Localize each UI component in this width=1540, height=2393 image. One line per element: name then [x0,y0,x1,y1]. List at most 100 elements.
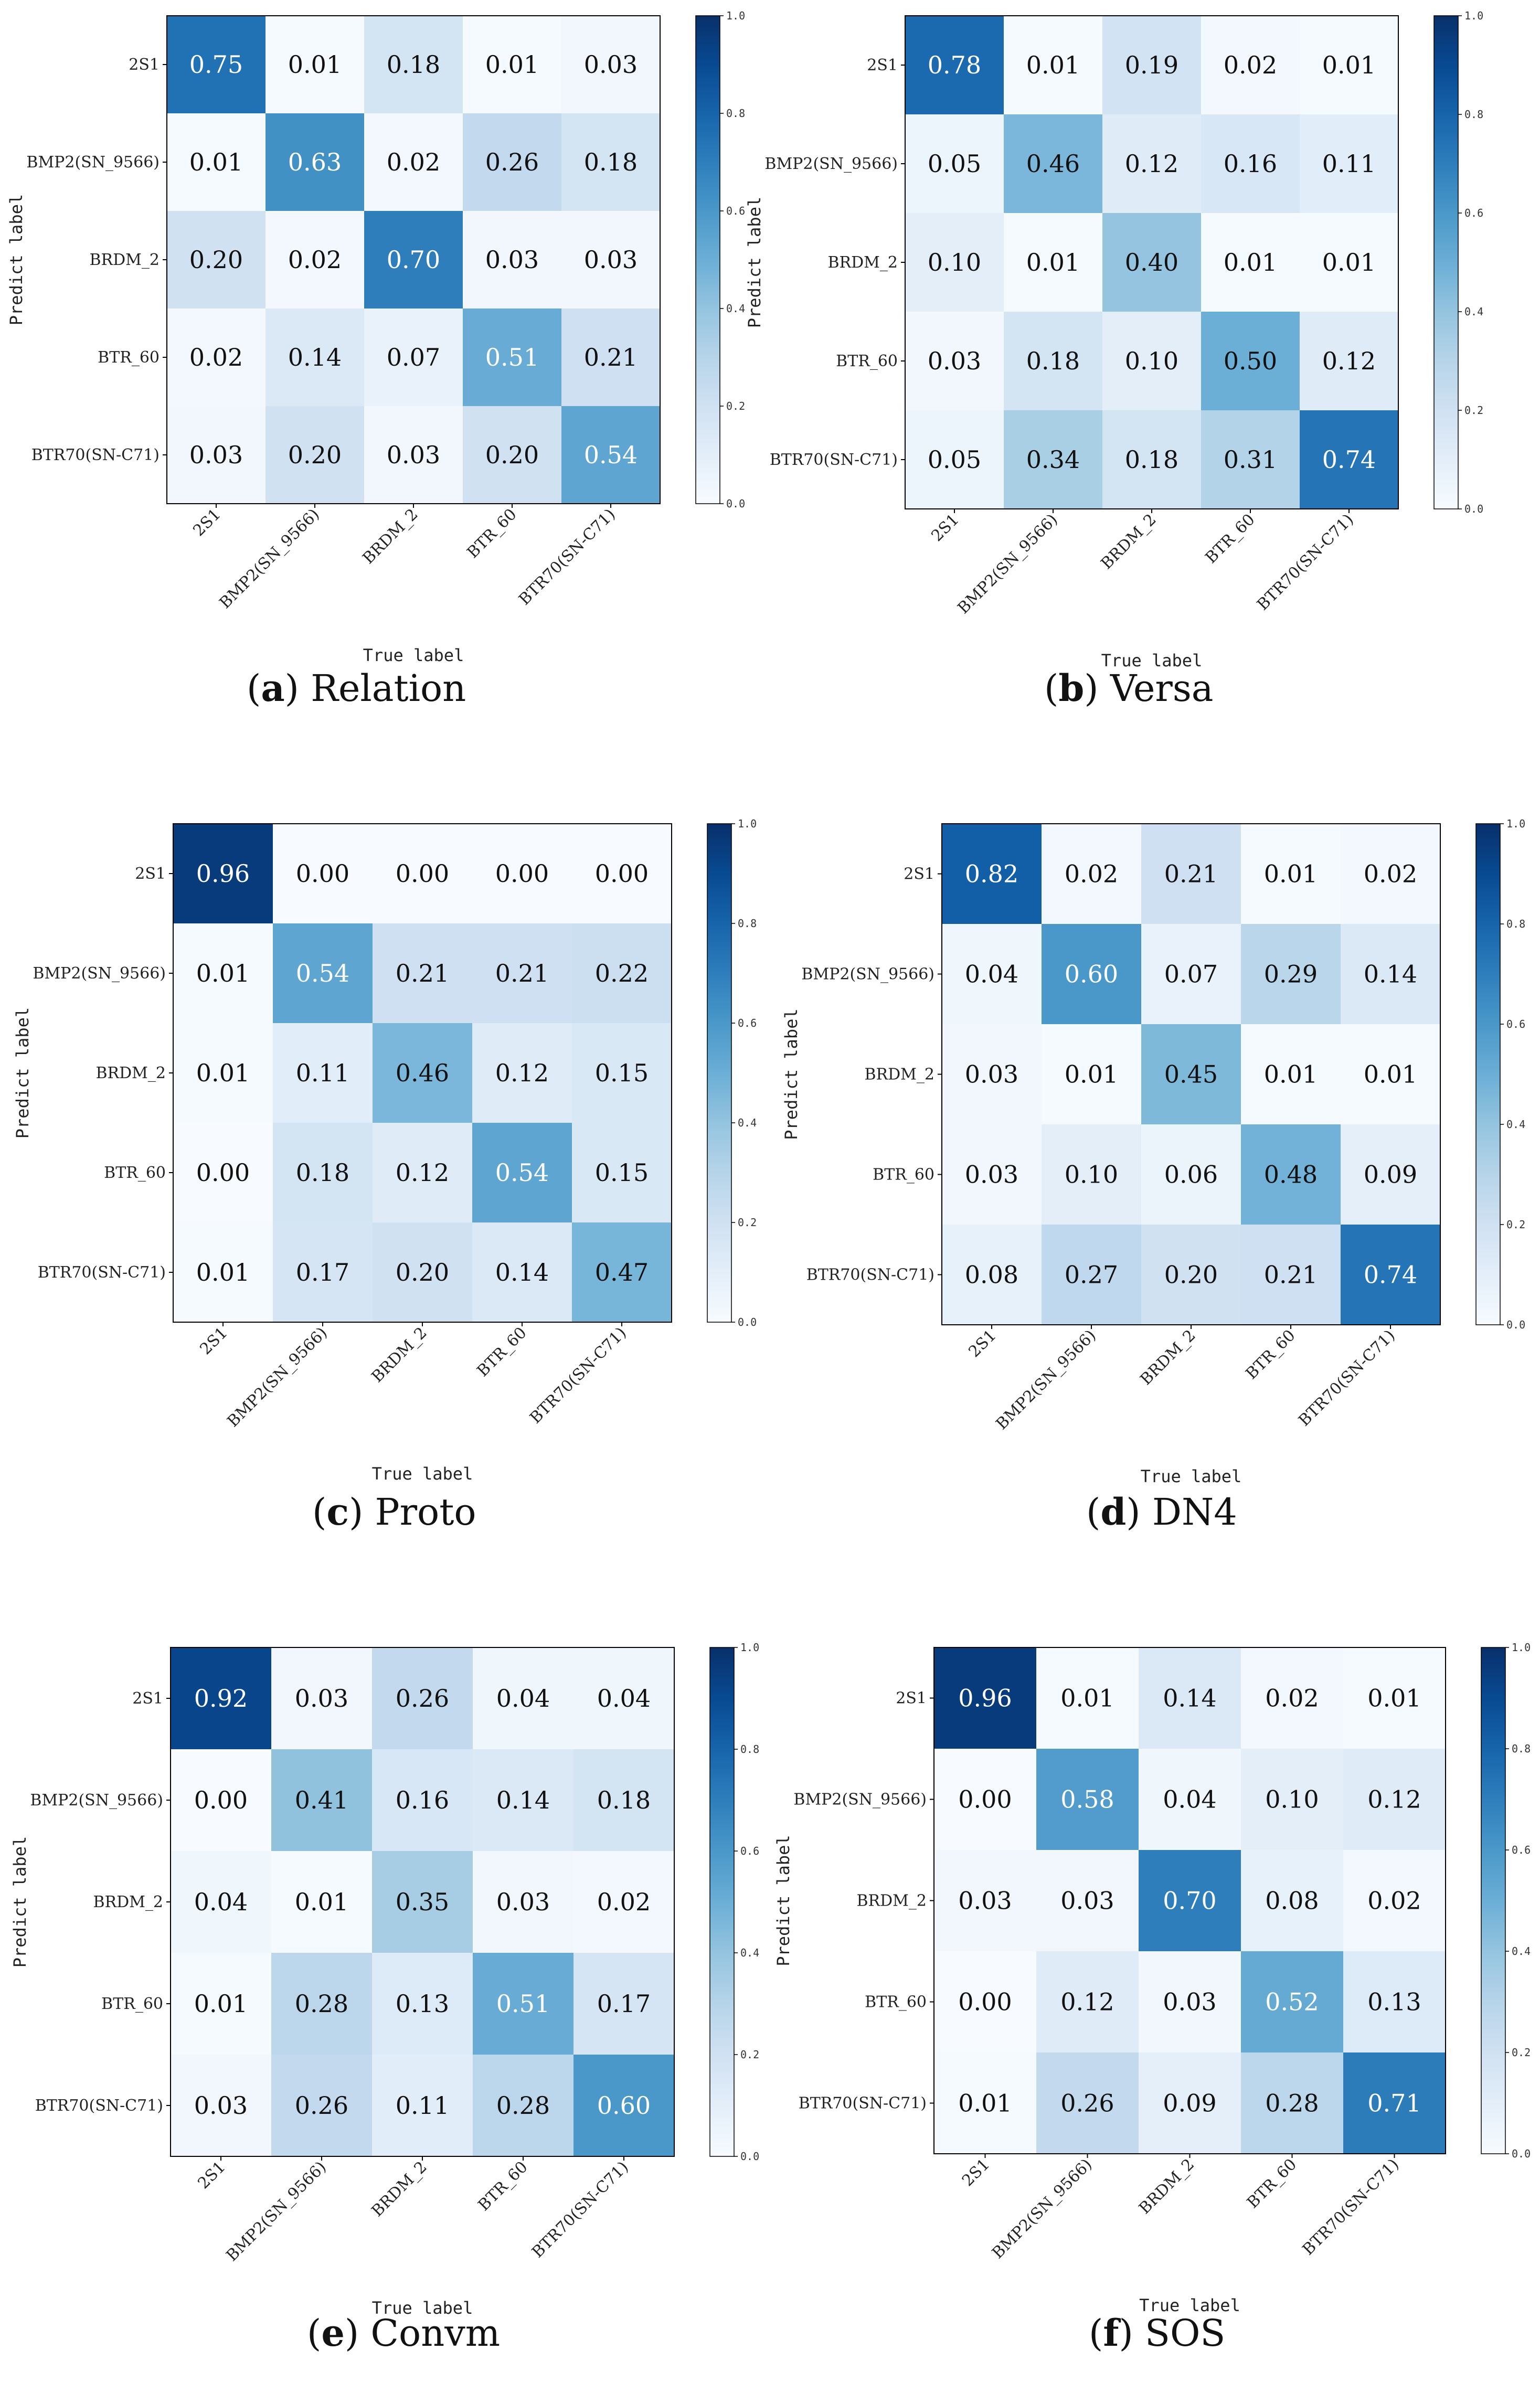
cell-value-r2-c1: 0.11 [296,1059,349,1087]
cell-value-r0-c0: 0.82 [965,860,1018,888]
cell-value-r3-c0: 0.00 [196,1158,250,1187]
y-tick-label: BMP2(SN_9566) [764,155,898,173]
cell-value-r4-c4: 0.71 [1367,2089,1421,2118]
cell-r0-c1 [271,1647,373,1750]
cell-r4-c1 [1042,1225,1142,1325]
x-tick-label: BMP2(SN_9566) [216,505,323,612]
caption-method-label: DN4 [1152,1491,1237,1534]
cell-r2-c3 [1241,1024,1341,1125]
cell-r2-c1 [271,1851,373,1953]
cell-value-r1-c0: 0.00 [958,1785,1012,1814]
cell-value-r0-c0: 0.96 [958,1684,1012,1713]
cell-value-r2-c1: 0.01 [1065,1060,1118,1089]
caption-b: (b) Versa [1044,666,1214,710]
caption-close-paren: ) [348,1491,375,1534]
cell-r0-c3 [472,824,572,924]
cell-r4-c4 [1343,2052,1446,2154]
cell-r3-c1 [1036,1951,1139,2053]
y-tick-label: BRDM_2 [93,1893,164,1911]
cell-value-r0-c2: 0.18 [387,50,440,79]
caption-open-paren: ( [1086,1491,1101,1534]
caption-close-paren: ) [344,2312,371,2355]
cell-value-r2-c2: 0.70 [387,246,440,274]
cell-r2-c1 [1042,1024,1142,1125]
cell-value-r3-c2: 0.13 [396,1990,449,2018]
cell-value-r0-c4: 0.01 [1367,1684,1421,1713]
y-axis-label: Predict label [6,194,26,325]
cell-r1-c4 [1300,114,1399,214]
cell-r1-c0 [173,923,273,1024]
cell-r1-c2 [1102,114,1202,214]
cell-r3-c0 [167,309,266,407]
cell-r2-c2 [1139,1850,1241,1952]
caption-a: (a) Relation [247,666,466,710]
cell-value-r2-c0: 0.03 [965,1060,1018,1089]
cell-value-r4-c3: 0.28 [496,2091,550,2120]
cell-r1-c1 [271,1749,373,1852]
x-tick-label: 2S1 [959,2155,993,2190]
cell-value-r1-c1: 0.58 [1060,1785,1114,1814]
x-tick-label: BTR70(SN-C71) [526,1324,630,1427]
x-tick-label: BTR70(SN-C71) [1299,2155,1403,2259]
cell-r1-c2 [372,1749,473,1852]
cell-r0-c1 [273,824,373,924]
cell-value-r0-c3: 0.02 [1224,51,1277,79]
cell-value-r4-c3: 0.21 [1264,1261,1318,1289]
cell-r0-c2 [372,1647,473,1750]
y-tick-label: BTR70(SN-C71) [35,2097,163,2115]
cell-value-r1-c0: 0.04 [965,960,1018,988]
cell-value-r3-c3: 0.51 [485,343,539,371]
cell-r4-c4 [561,406,661,504]
x-axis-label: True label [1141,1466,1242,1486]
cell-value-r4-c1: 0.34 [1026,445,1080,474]
y-tick-label: BMP2(SN_9566) [33,964,166,983]
colorbar-tick-label: 1.0 [1464,9,1483,22]
cell-value-r1-c3: 0.14 [496,1786,550,1814]
cell-value-r4-c1: 0.20 [288,441,342,469]
cell-r3-c3 [1201,312,1300,411]
cell-r2-c3 [473,1851,574,1953]
caption-open-paren: ( [312,1491,327,1534]
cell-value-r1-c2: 0.02 [387,148,440,176]
cell-r3-c2 [373,1123,473,1223]
colorbar-tick-label: 0.4 [1506,1118,1525,1131]
cell-value-r4-c0: 0.01 [196,1258,250,1286]
heatmap-cells: 0.96 0.01 0.14 0.02 0.01 0.00 0.58 0.04 0.10 0.12… [934,1647,1446,2154]
cell-value-r0-c3: 0.01 [485,50,539,79]
cell-value-r1-c2: 0.21 [396,959,449,987]
colorbar-tick-label: 0.8 [740,1743,759,1756]
colorbar-tick-label: 0.4 [738,1116,757,1129]
colorbar-tick-label: 0.2 [1506,1218,1525,1231]
cell-value-r1-c2: 0.07 [1164,960,1218,988]
cell-r4-c2 [1141,1225,1241,1325]
cell-r3-c2 [364,309,463,407]
cell-r0-c1 [1004,16,1103,115]
cell-r4-c0 [167,406,266,504]
cell-value-r3-c2: 0.07 [387,343,440,371]
cell-value-r3-c0: 0.03 [965,1161,1018,1189]
cell-r3-c3 [473,1953,574,2055]
caption-letter: d [1100,1490,1127,1534]
cell-r1-c0 [934,1749,1037,1850]
x-axis-label: True label [372,2298,473,2318]
cell-value-r1-c4: 0.11 [1322,150,1376,178]
cell-value-r3-c0: 0.02 [189,343,243,371]
cell-value-r0-c0: 0.96 [196,859,250,888]
colorbar-tick-label: 0.2 [740,2048,759,2061]
cell-r1-c4 [572,923,672,1024]
cell-r4-c2 [1139,2052,1241,2154]
cell-value-r4-c2: 0.20 [396,1258,449,1286]
cell-r0-c1 [1042,824,1142,924]
colorbar-tick-label: 0.2 [738,1216,757,1229]
colorbar-tick-label: 0.6 [740,1845,759,1857]
cell-r1-c0 [942,924,1042,1025]
cell-r1-c1 [1036,1749,1139,1850]
colorbar-tick-label: 0.0 [738,1316,757,1328]
cell-value-r1-c4: 0.14 [1364,960,1417,988]
cell-value-r4-c0: 0.05 [928,445,981,474]
y-tick-label: 2S1 [129,56,160,74]
cell-value-r4-c4: 0.47 [595,1258,649,1286]
cell-value-r4-c2: 0.03 [387,441,440,469]
colorbar [1433,15,1459,509]
cell-r3-c1 [1004,312,1103,411]
